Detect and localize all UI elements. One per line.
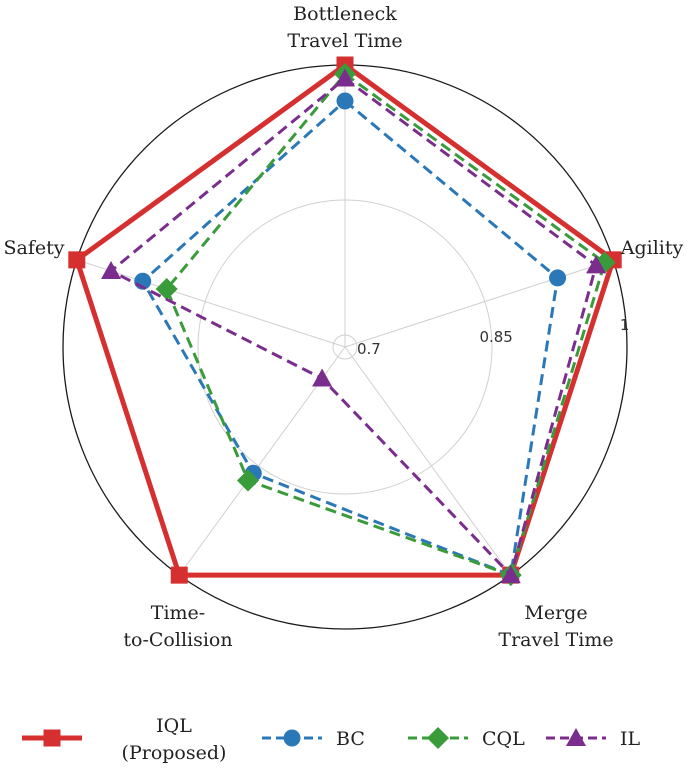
series-0-point-4 [68, 251, 86, 269]
tick-label-0: 0.7 [357, 340, 381, 358]
series-line-2 [165, 72, 607, 577]
series-line-1 [141, 99, 560, 577]
tick-label-1: 0.85 [479, 328, 512, 346]
series-line-3 [109, 77, 598, 577]
series-2 [155, 63, 616, 587]
axis-label-1-line-0: Agility [620, 237, 684, 259]
axis-label-2-line-1: Travel Time [498, 629, 613, 651]
axis-label-0-line-0: Bottleneck [293, 3, 397, 25]
series-3-point-1 [586, 255, 607, 274]
legend-marker-1 [283, 729, 301, 747]
axis-label-4-line-0: Safety [4, 237, 65, 259]
legend-marker-3 [566, 728, 586, 746]
series-3-point-2 [500, 565, 521, 584]
axis-label-3-line-1: to-Collision [123, 629, 232, 651]
chart-labels: 0.7 0.85 1 Bottleneck Travel Time Agility Merg… [4, 3, 684, 651]
series-1-point-0 [336, 92, 354, 110]
series-line-0 [74, 62, 616, 578]
legend-entry-0: IQL (Proposed) [22, 715, 226, 764]
spoke-4 [76, 259, 346, 348]
chart-legend: IQL (Proposed) BC CQL IL [22, 715, 641, 764]
series-3-point-0 [335, 68, 355, 87]
axis-label-3-line-0: Time- [151, 602, 205, 624]
series-0-point-3 [170, 566, 188, 584]
series-1-point-1 [549, 269, 567, 287]
legend-entry-3: IL [546, 728, 641, 750]
axis-label-2-line-0: Merge [524, 602, 587, 624]
series-3-point-3 [312, 368, 333, 387]
chart-series [68, 56, 622, 587]
legend-label-0-line-1: (Proposed) [122, 742, 227, 764]
chart-grid [62, 64, 628, 630]
legend-label-0-line-0: IQL [156, 715, 192, 737]
series-3 [101, 68, 607, 584]
legend-label-2: CQL [482, 728, 525, 750]
spoke-2 [344, 346, 512, 576]
legend-entry-1: BC [262, 728, 365, 750]
spoke-1 [344, 259, 614, 348]
series-2-point-4 [155, 278, 178, 301]
series-3-point-4 [101, 260, 122, 279]
legend-label-1: BC [336, 728, 365, 750]
series-2-point-3 [237, 469, 260, 492]
legend-entry-2: CQL [408, 727, 525, 750]
legend-marker-0 [43, 729, 61, 747]
legend-marker-2 [427, 727, 449, 749]
axis-label-0-line-1: Travel Time [287, 30, 402, 52]
legend-label-3: IL [620, 728, 641, 750]
tick-label-2: 1 [620, 316, 630, 334]
